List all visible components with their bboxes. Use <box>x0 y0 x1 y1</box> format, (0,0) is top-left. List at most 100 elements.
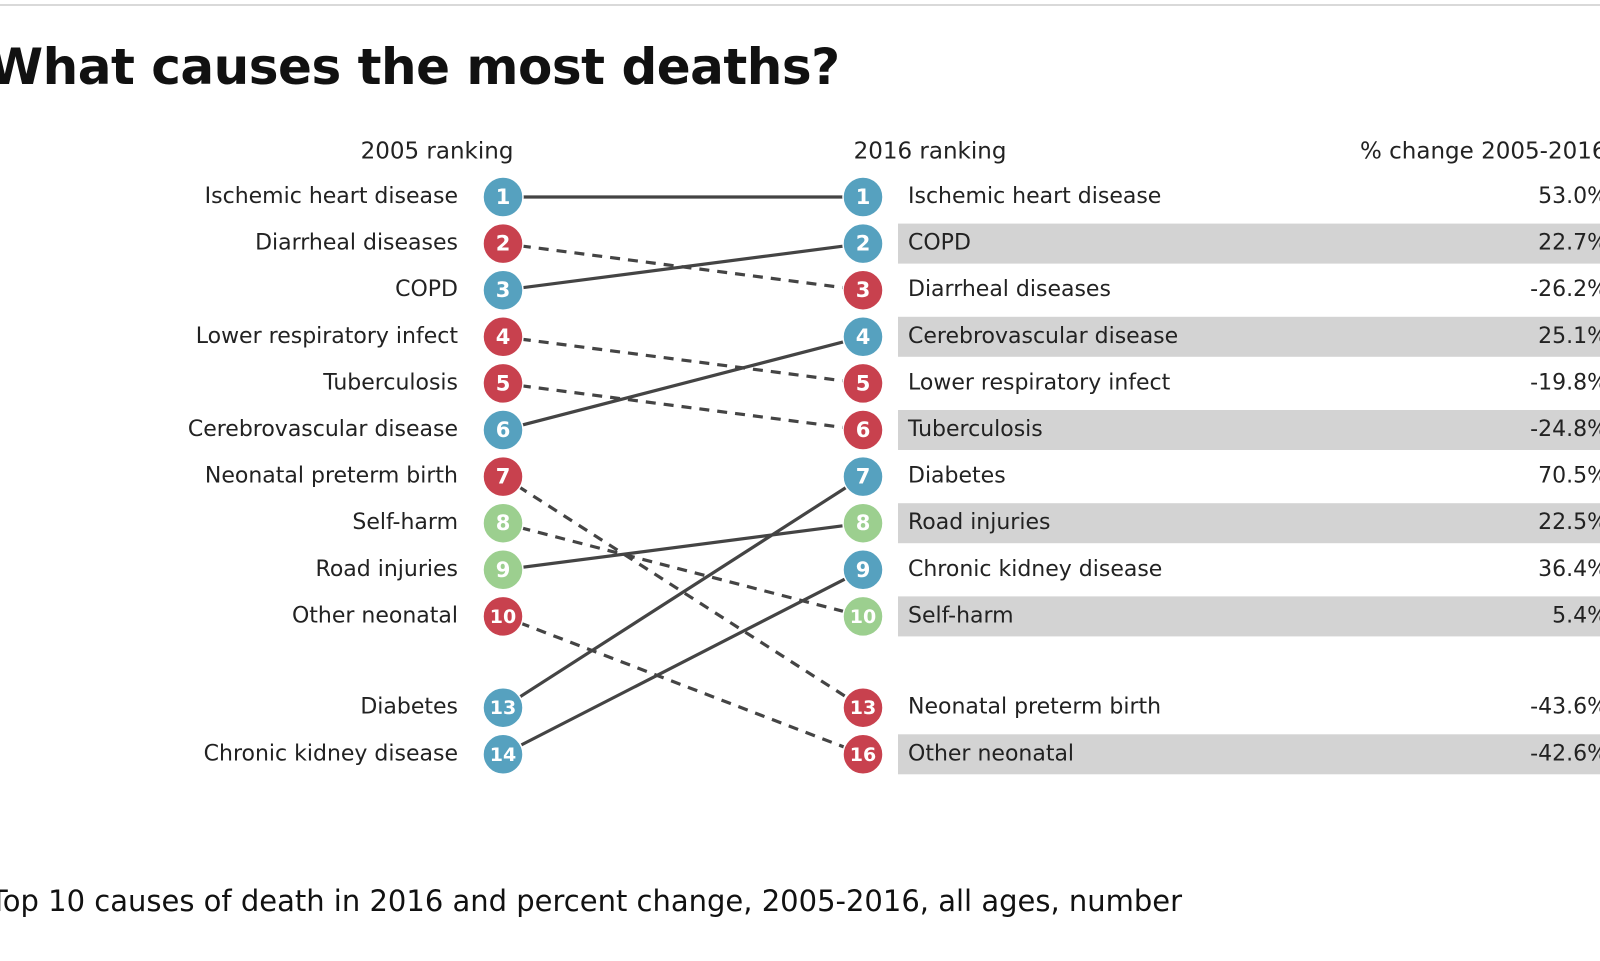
left-rank-marker <box>482 502 524 544</box>
right-cause-label: Cerebrovascular disease <box>908 324 1178 349</box>
right-cause-label: Diarrheal diseases <box>908 277 1111 302</box>
row-shade <box>898 410 1600 450</box>
connector-line <box>502 381 864 432</box>
right-rank-marker <box>842 176 884 218</box>
right-rank-marker <box>842 269 884 311</box>
right-rank-number: 6 <box>856 418 871 442</box>
percent-change-value: 36.4% <box>1538 557 1600 582</box>
right-cause-label: Self-harm <box>908 603 1014 628</box>
percent-change-value: -24.8% <box>1530 417 1600 442</box>
left-rank-marker <box>482 362 524 405</box>
chart-caption: Top 10 causes of death in 2016 and perce… <box>0 884 1183 918</box>
right-cause-label: Tuberculosis <box>907 417 1043 442</box>
right-cause-label: Road injuries <box>908 510 1050 535</box>
right-rank-marker <box>842 549 884 591</box>
right-header: 2016 ranking <box>854 139 1007 165</box>
connector-line <box>502 614 864 756</box>
percent-change-value: 53.0% <box>1538 184 1600 209</box>
left-rank-number: 3 <box>496 278 511 302</box>
left-rank-marker <box>482 409 524 451</box>
left-cause-label: COPD <box>395 277 458 302</box>
right-rank-marker <box>842 409 884 451</box>
left-cause-label: Diabetes <box>360 695 458 720</box>
right-rank-number: 3 <box>856 278 871 302</box>
right-cause-label: Ischemic heart disease <box>908 184 1161 209</box>
right-rank-marker <box>842 362 884 405</box>
row-shade <box>898 734 1600 775</box>
right-cause-label: COPD <box>908 231 971 256</box>
right-rank-marker <box>842 455 884 498</box>
labels: 2005 ranking 2016 ranking % change 2005-20… <box>188 139 1600 767</box>
left-rank-marker <box>482 176 524 218</box>
left-rank-number: 8 <box>496 511 511 535</box>
left-rank-number: 14 <box>490 744 516 766</box>
row-shade <box>898 596 1600 637</box>
left-rank-marker <box>482 733 524 776</box>
top-rule <box>0 0 1600 6</box>
right-cause-label: Diabetes <box>908 464 1006 489</box>
left-rank-number: 13 <box>490 697 516 719</box>
right-rank-number: 8 <box>856 511 871 535</box>
right-cause-label: Chronic kidney disease <box>908 557 1162 582</box>
left-rank-marker <box>482 455 524 498</box>
percent-change-value: 22.7% <box>1538 231 1600 256</box>
right-rank-number: 2 <box>856 232 871 256</box>
percent-change-value: 5.4% <box>1552 603 1600 628</box>
connector-line <box>502 475 864 710</box>
right-rank-number: 5 <box>856 371 871 395</box>
left-rank-number: 10 <box>490 606 516 628</box>
connector-line <box>502 568 864 756</box>
left-cause-label: Self-harm <box>352 510 458 535</box>
right-rank-number: 10 <box>850 606 876 628</box>
right-cause-label: Neonatal preterm birth <box>908 695 1161 720</box>
left-cause-label: Chronic kidney disease <box>204 741 458 766</box>
left-rank-number: 6 <box>496 418 511 442</box>
left-rank-marker <box>482 595 524 638</box>
right-rank-marker <box>842 222 884 265</box>
right-rank-marker <box>842 595 884 638</box>
right-rank-number: 7 <box>856 465 871 489</box>
left-rank-marker <box>482 269 524 311</box>
percent-change-value: -42.6% <box>1530 741 1600 766</box>
left-cause-label: Road injuries <box>316 557 458 582</box>
left-cause-label: Cerebrovascular disease <box>188 417 458 442</box>
right-rank-number: 4 <box>856 325 871 349</box>
connector-lines <box>502 195 864 756</box>
left-rank-number: 7 <box>496 465 511 489</box>
left-cause-label: Tuberculosis <box>322 370 458 395</box>
page-title: What causes the most deaths? <box>0 38 840 96</box>
right-cause-label: Other neonatal <box>908 741 1074 766</box>
percent-change-value: -19.8% <box>1530 370 1600 395</box>
percent-change-value: -26.2% <box>1530 277 1600 302</box>
left-rank-number: 5 <box>496 371 511 395</box>
right-rank-number: 13 <box>850 697 876 719</box>
right-rank-marker <box>842 733 884 776</box>
left-rank-marker <box>482 316 524 358</box>
left-rank-number: 2 <box>496 232 511 256</box>
row-shading <box>898 223 1600 775</box>
left-cause-label: Other neonatal <box>292 603 458 628</box>
right-rank-marker <box>842 686 884 729</box>
right-cause-label: Lower respiratory infect <box>908 370 1171 395</box>
percent-change-value: -43.6% <box>1530 695 1600 720</box>
left-cause-label: Lower respiratory infect <box>196 324 459 349</box>
row-shade <box>898 503 1600 544</box>
connector-line <box>502 335 864 385</box>
right-rank-marker <box>842 316 884 358</box>
connector-line <box>502 521 864 618</box>
left-rank-number: 1 <box>496 185 511 209</box>
left-rank-number: 9 <box>496 558 511 582</box>
left-header: 2005 ranking <box>361 139 514 165</box>
left-cause-label: Ischemic heart disease <box>205 184 458 209</box>
right-rank-number: 1 <box>856 185 871 209</box>
left-rank-marker <box>482 686 524 729</box>
percent-change-value: 22.5% <box>1538 510 1600 535</box>
percent-change-value: 25.1% <box>1538 324 1600 349</box>
row-shade <box>898 316 1600 357</box>
left-rank-number: 4 <box>496 325 511 349</box>
right-rank-number: 9 <box>856 558 871 582</box>
connector-line <box>502 242 864 292</box>
left-cause-label: Diarrheal diseases <box>255 231 458 256</box>
